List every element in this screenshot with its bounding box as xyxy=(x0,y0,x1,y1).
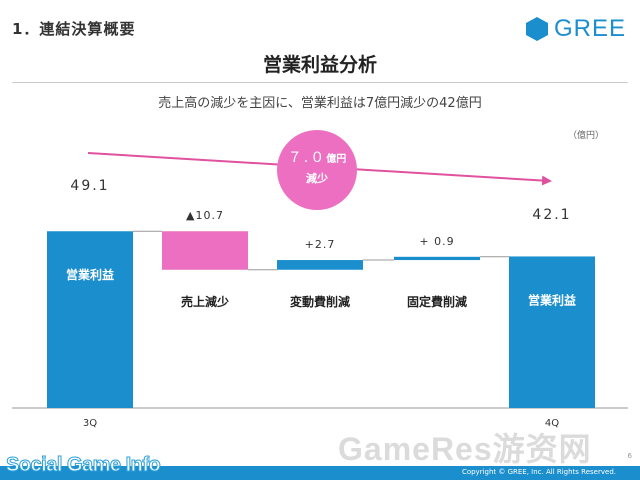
category-label-2: 売上減少 xyxy=(181,294,229,309)
page-title: 営業利益分析 xyxy=(262,54,377,76)
gree-logo: GREE xyxy=(526,14,626,44)
category-label-5: 営業利益 xyxy=(528,292,576,307)
value-label-5: 42.1 xyxy=(532,207,571,223)
page-subtitle: 売上高の減少を主因に、営業利益は7億円減少の42億円 xyxy=(158,96,482,111)
category-label-1: 営業利益 xyxy=(66,267,114,282)
category-label-3: 変動費削減 xyxy=(290,294,350,309)
bar-4 xyxy=(394,256,480,261)
watermark-gameres: GameRes游资网 xyxy=(338,431,592,467)
unit-label: （億円） xyxy=(568,131,605,141)
value-label-4: + 0.9 xyxy=(419,235,454,248)
title-divider xyxy=(12,82,628,83)
watermark-social-game-info: Social Game Info xyxy=(5,454,161,477)
hexagon-icon xyxy=(526,17,548,41)
value-label-2: ▲10.7 xyxy=(186,209,224,222)
logo-text: GREE xyxy=(554,15,627,42)
bar-1 xyxy=(47,231,133,408)
x-tick-label-1: 3Q xyxy=(83,418,97,429)
category-label-4: 固定費削減 xyxy=(407,294,467,309)
footer-bar xyxy=(0,466,640,480)
bubble-label: 減少 xyxy=(306,172,328,185)
copyright: Copyright © GREE, Inc. All Rights Reserv… xyxy=(461,468,616,476)
bar-5 xyxy=(509,256,595,408)
bubble-amount-line: ７.０億円 xyxy=(277,147,357,167)
x-tick-label-5: 4Q xyxy=(545,418,559,429)
bubble-unit: 億円 xyxy=(326,154,347,165)
bar-3 xyxy=(277,260,363,270)
value-label-3: +2.7 xyxy=(305,238,336,251)
page-number: 6 xyxy=(627,452,632,460)
value-label-1: 49.1 xyxy=(70,178,109,194)
bubble-amount: ７.０ xyxy=(287,150,327,166)
bar-2 xyxy=(162,231,248,270)
section-title: 1．連結決算概要 xyxy=(12,20,136,38)
decrease-bubble: ７.０億円 減少 xyxy=(277,130,357,210)
